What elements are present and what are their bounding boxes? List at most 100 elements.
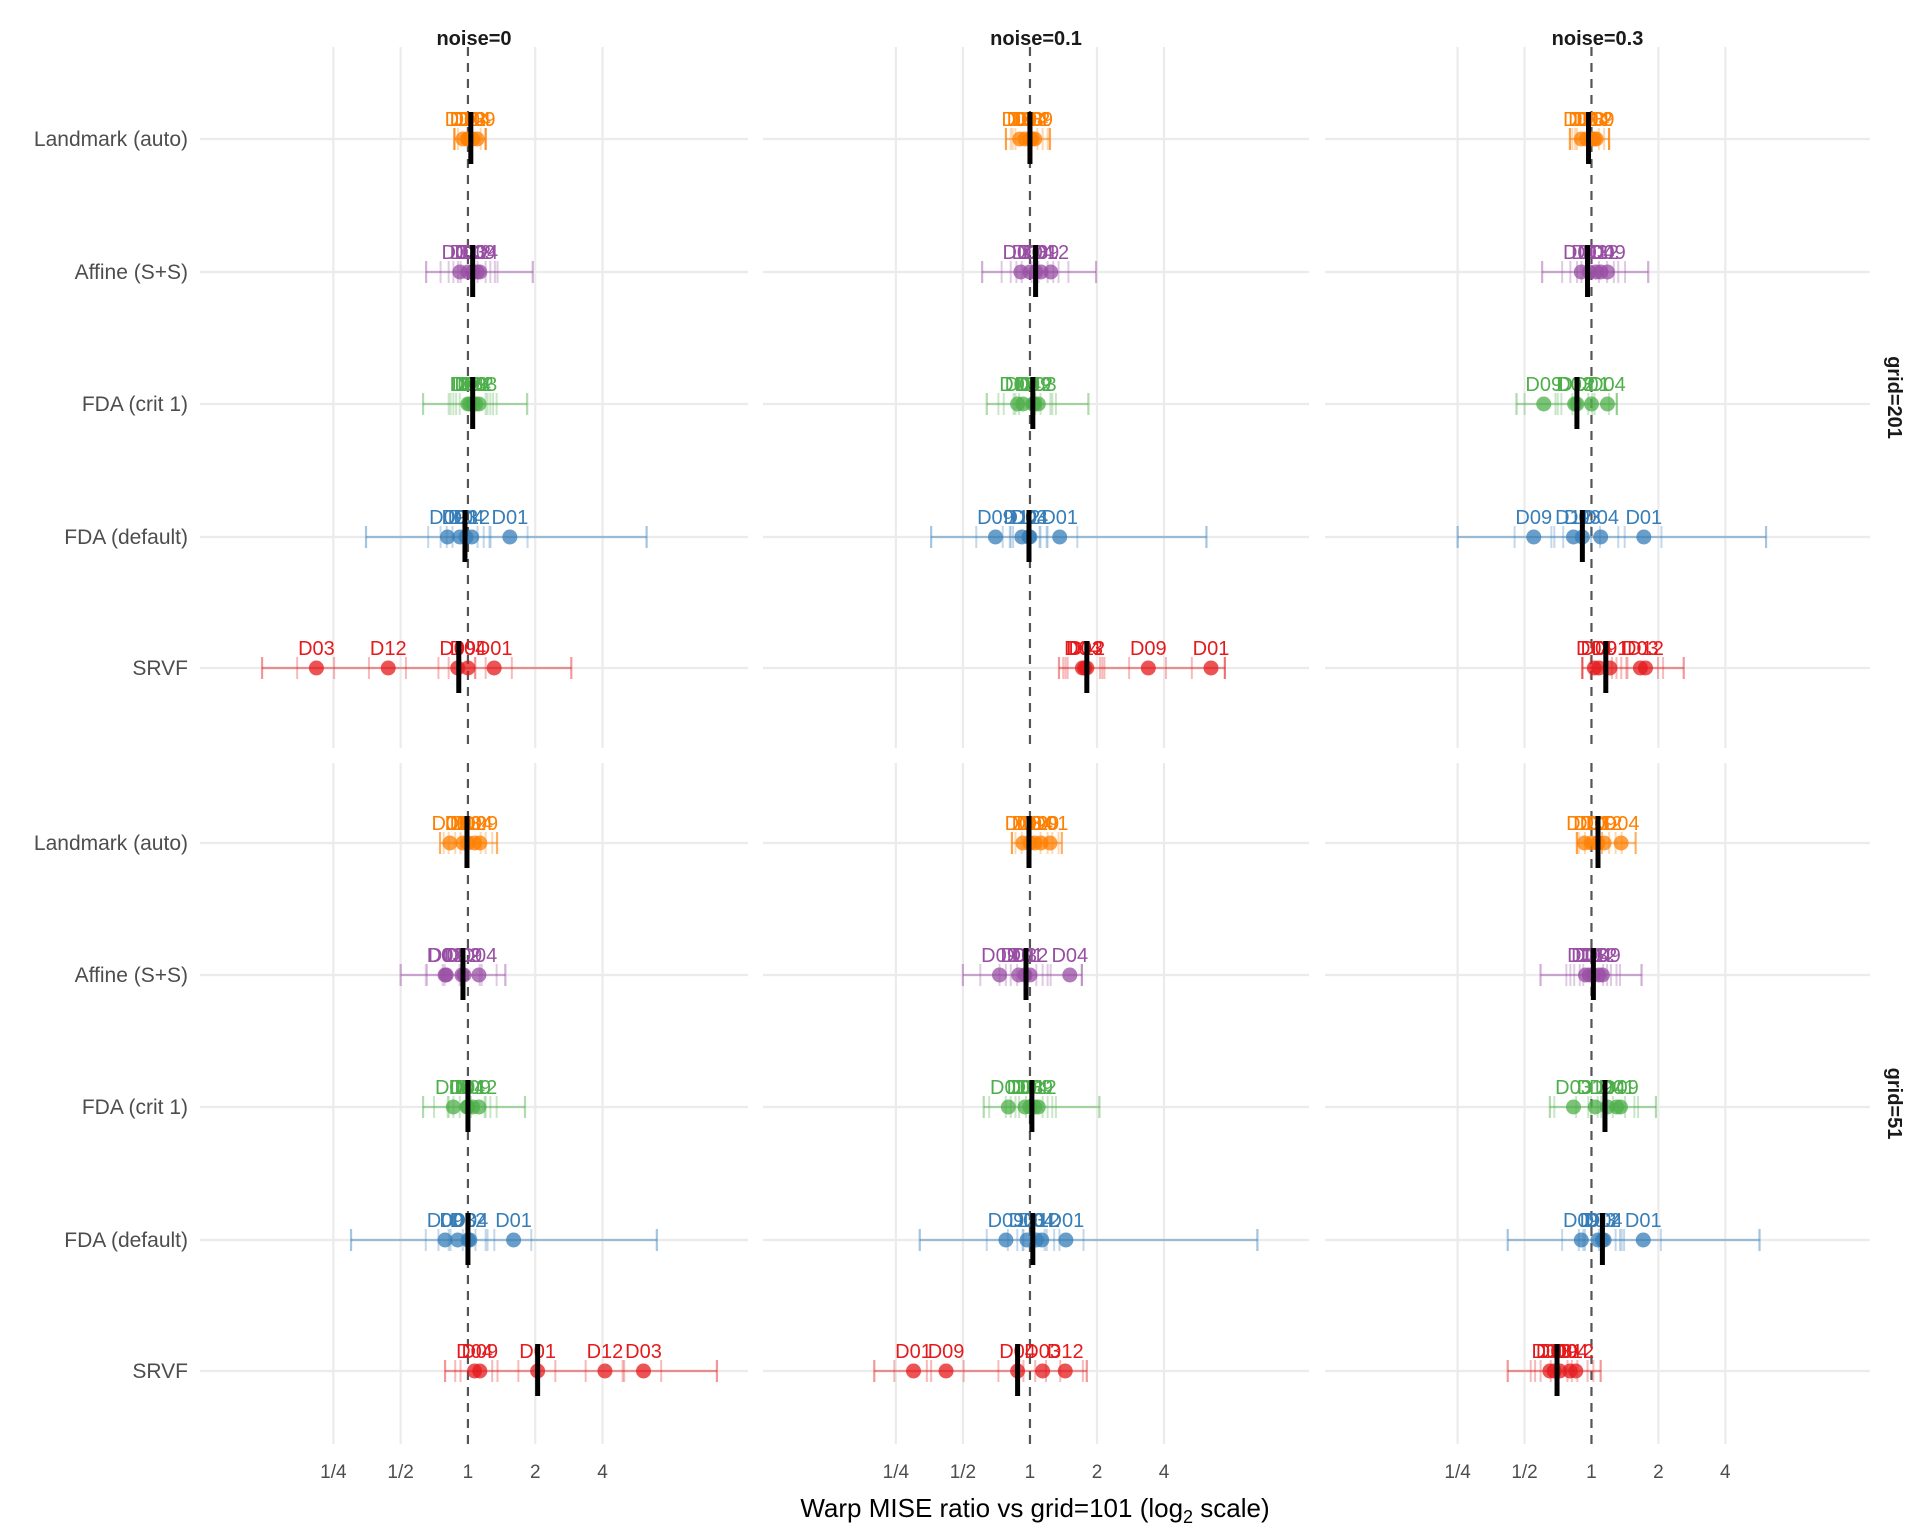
data-point (1593, 529, 1609, 545)
data-point-label: D03 (1580, 1210, 1617, 1232)
data-point-label: D01 (1573, 374, 1610, 396)
data-point-label: D03 (445, 813, 482, 835)
data-point (472, 1363, 488, 1379)
data-point-label: D12 (450, 109, 487, 131)
data-point-label: D03 (450, 242, 487, 264)
data-point (1058, 1232, 1074, 1248)
data-point-label: D01 (1566, 813, 1603, 835)
data-point (938, 1363, 954, 1379)
facet-strip-col: noise=0 (436, 28, 511, 50)
data-point-label: D01 (492, 507, 529, 529)
data-point-label: D09 (461, 813, 498, 835)
data-point-label: D09 (452, 374, 489, 396)
data-point-label: D01 (428, 945, 465, 967)
data-point (471, 967, 487, 983)
method-row: D03D01D12D09D04 (399, 945, 507, 1000)
data-point (486, 660, 502, 676)
data-point (998, 1232, 1014, 1248)
data-point (1140, 660, 1156, 676)
data-point (1638, 660, 1654, 676)
method-row: D04D09D01D12D03 (443, 1341, 719, 1396)
data-point-label: D09 (427, 1210, 464, 1232)
data-point-label: D12 (1582, 242, 1619, 264)
data-point-label: D09 (1023, 242, 1060, 264)
data-point (1536, 396, 1552, 412)
data-point-label: D12 (1586, 813, 1623, 835)
data-point (1035, 1363, 1051, 1379)
y-tick-label: Landmark (auto) (34, 832, 188, 855)
data-point (460, 660, 476, 676)
data-point-label: D01 (1041, 507, 1078, 529)
data-point-label: D09 (1130, 638, 1167, 660)
data-point-label: D03 (427, 945, 464, 967)
data-point-label: D03 (1005, 813, 1042, 835)
data-point-label: D09 (977, 507, 1014, 529)
x-tick-label: 4 (597, 1462, 608, 1483)
y-tick-label: FDA (crit 1) (82, 393, 188, 416)
data-point (1034, 1232, 1050, 1248)
data-point-label: D03 (1012, 242, 1049, 264)
x-tick-label: 1 (1025, 1462, 1036, 1483)
facet-strip-row: grid=201 (1883, 356, 1905, 439)
data-point-label: D09 (1541, 1341, 1578, 1363)
data-point-label: D03 (1020, 374, 1057, 396)
data-point (1636, 529, 1652, 545)
data-point-label: D01 (1592, 638, 1629, 660)
data-point-label: D03 (1573, 813, 1610, 835)
data-point (1583, 396, 1599, 412)
data-point-label: D09 (928, 1341, 965, 1363)
data-point-label: D04 (1582, 507, 1619, 529)
x-axis-title: Warp MISE ratio vs grid=101 (log2 scale) (800, 1493, 1269, 1527)
labels-layer: noise=0 noise=0.1 noise=0.3 grid=201 grid=51… (34, 28, 1905, 1483)
x-tick-label: 1 (1586, 1462, 1597, 1483)
facet-panel: D01D03D04D09D12D01D03D04D09D12D09D03D12D… (1325, 47, 1870, 748)
data-point-label: D12 (1012, 945, 1049, 967)
data-point-label: D12 (457, 374, 494, 396)
data-point-label: D09 (981, 945, 1018, 967)
data-point (1613, 835, 1629, 851)
method-row: D04D12D03D09D01 (1057, 638, 1229, 693)
method-row: D09D12D03D04D01 (1456, 507, 1768, 562)
data-point (1043, 264, 1059, 280)
data-point (438, 967, 454, 983)
method-row: D03D12D04D01D09 (1548, 1077, 1658, 1132)
data-point-label: D03 (1571, 945, 1608, 967)
data-point (635, 1363, 651, 1379)
data-point-label: D09 (429, 507, 466, 529)
y-tick-label: SRVF (132, 657, 188, 680)
x-tick-label: 2 (530, 1462, 541, 1483)
data-point (439, 529, 455, 545)
facet-panel: D01D03D04D09D12D03D01D12D09D04D03D04D01D… (200, 763, 748, 1444)
data-point (1587, 1099, 1603, 1115)
data-point-label: D03 (1622, 638, 1659, 660)
method-row: D09D12D03D04D01 (930, 507, 1208, 562)
data-point-label: D04 (1051, 945, 1088, 967)
data-point-label: D09 (1602, 1077, 1639, 1099)
data-point-label: D12 (1020, 1077, 1057, 1099)
data-point-label: D04 (456, 1341, 493, 1363)
method-row: D01D03D04D12D09 (1539, 945, 1643, 1000)
x-tick-label: 2 (1092, 1462, 1103, 1483)
data-point (308, 660, 324, 676)
data-point (905, 1363, 921, 1379)
data-point-label: D04 (461, 945, 498, 967)
data-point-label: D01 (1048, 1210, 1085, 1232)
facet-strip-col: noise=0.3 (1552, 28, 1644, 50)
facet-panel: D03D12D04D09D01D09D03D01D12D04D01D03D04D… (763, 763, 1309, 1444)
data-point (1030, 1099, 1046, 1115)
y-tick-label: SRVF (132, 1360, 188, 1383)
x-tick-label: 1/2 (387, 1462, 413, 1483)
data-point-label: D09 (461, 1341, 498, 1363)
y-tick-label: FDA (default) (64, 526, 188, 549)
data-point (1635, 1232, 1651, 1248)
x-tick-label: 1/2 (1511, 1462, 1537, 1483)
data-point (1042, 835, 1058, 851)
facet-panel: D01D03D04D09D12D01D03D04D09D12D01D03D04D… (763, 47, 1309, 748)
data-point-label: D03 (625, 1341, 662, 1363)
x-axis-title-main: Warp MISE ratio vs grid=101 (log (800, 1493, 1183, 1523)
data-point-label: D12 (1581, 945, 1618, 967)
